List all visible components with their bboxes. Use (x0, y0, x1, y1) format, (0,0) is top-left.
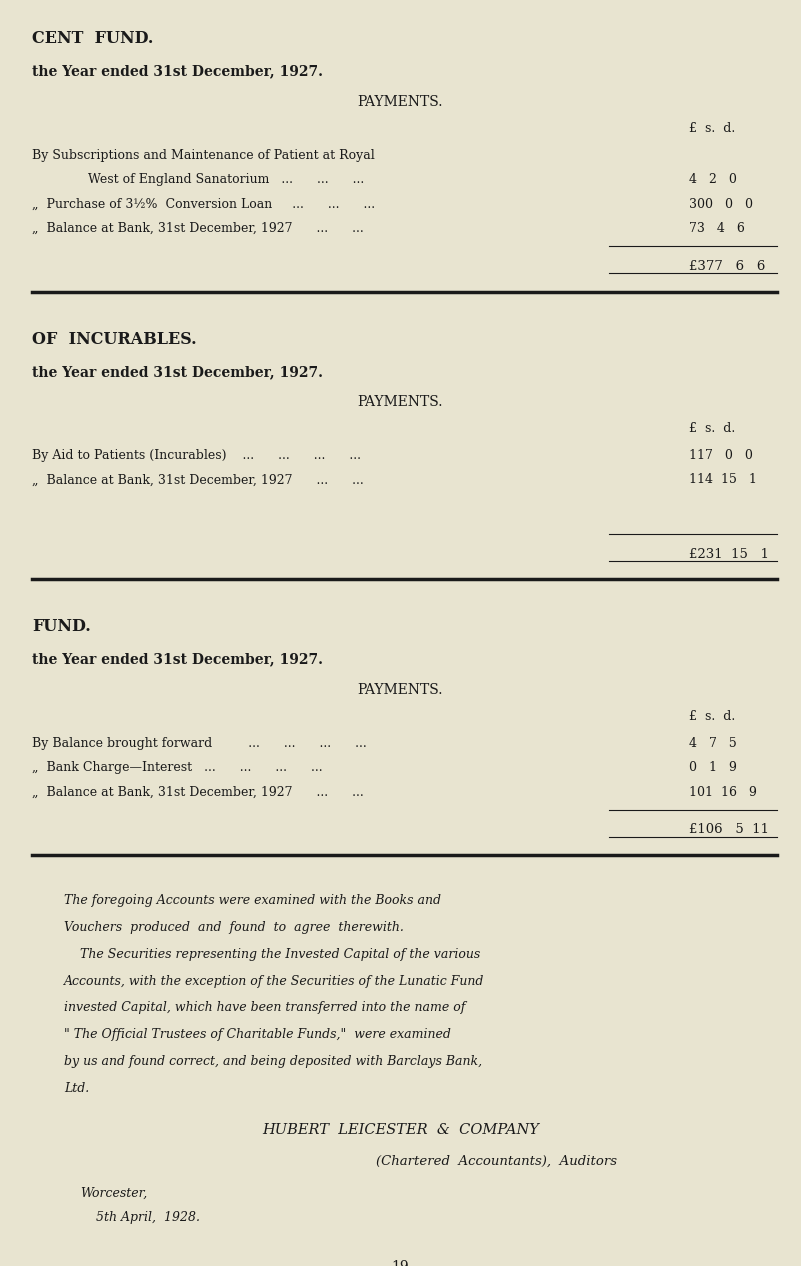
Text: 101  16   9: 101 16 9 (689, 786, 757, 799)
Text: £  s.  d.: £ s. d. (689, 422, 735, 436)
Text: 4   2   0: 4 2 0 (689, 173, 737, 186)
Text: CENT  FUND.: CENT FUND. (32, 30, 154, 48)
Text: 114  15   1: 114 15 1 (689, 473, 757, 486)
Text: the Year ended 31st December, 1927.: the Year ended 31st December, 1927. (32, 65, 323, 78)
Text: the Year ended 31st December, 1927.: the Year ended 31st December, 1927. (32, 365, 323, 379)
Text: By Balance brought forward         ...      ...      ...      ...: By Balance brought forward ... ... ... .… (32, 737, 367, 749)
Text: £  s.  d.: £ s. d. (689, 122, 735, 135)
Text: West of England Sanatorium   ...      ...      ...: West of England Sanatorium ... ... ... (88, 173, 364, 186)
Text: „  Purchase of 3½%  Conversion Loan     ...      ...      ...: „ Purchase of 3½% Conversion Loan ... ..… (32, 197, 375, 210)
Text: by us and found correct, and being deposited with Barclays Bank,: by us and found correct, and being depos… (64, 1055, 482, 1069)
Text: 5th April,  1928.: 5th April, 1928. (80, 1212, 200, 1224)
Text: „  Balance at Bank, 31st December, 1927      ...      ...: „ Balance at Bank, 31st December, 1927 .… (32, 473, 364, 486)
Text: The foregoing Accounts were examined with the Books and: The foregoing Accounts were examined wit… (64, 894, 441, 908)
Text: Ltd.: Ltd. (64, 1082, 90, 1095)
Text: 73   4   6: 73 4 6 (689, 222, 745, 235)
Text: 4   7   5: 4 7 5 (689, 737, 737, 749)
Text: „  Balance at Bank, 31st December, 1927      ...      ...: „ Balance at Bank, 31st December, 1927 .… (32, 222, 364, 235)
Text: £  s.  d.: £ s. d. (689, 710, 735, 723)
Text: 19: 19 (392, 1260, 409, 1266)
Text: By Aid to Patients (Incurables)    ...      ...      ...      ...: By Aid to Patients (Incurables) ... ... … (32, 449, 361, 462)
Text: 300   0   0: 300 0 0 (689, 197, 753, 210)
Text: Accounts, with the exception of the Securities of the Lunatic Fund: Accounts, with the exception of the Secu… (64, 975, 485, 987)
Text: HUBERT  LEICESTER  &  COMPANY: HUBERT LEICESTER & COMPANY (262, 1123, 539, 1137)
Text: Worcester,: Worcester, (80, 1188, 147, 1200)
Text: 0   1   9: 0 1 9 (689, 761, 737, 775)
Text: £106   5  11: £106 5 11 (689, 823, 769, 837)
Text: By Subscriptions and Maintenance of Patient at Royal: By Subscriptions and Maintenance of Pati… (32, 149, 375, 162)
Text: £377   6   6: £377 6 6 (689, 260, 765, 273)
Text: „  Bank Charge—Interest   ...      ...      ...      ...: „ Bank Charge—Interest ... ... ... ... (32, 761, 323, 775)
Text: FUND.: FUND. (32, 619, 91, 636)
Text: Vouchers  produced  and  found  to  agree  therewith.: Vouchers produced and found to agree the… (64, 920, 404, 934)
Text: invested Capital, which have been transferred into the name of: invested Capital, which have been transf… (64, 1001, 465, 1014)
Text: PAYMENTS.: PAYMENTS. (358, 95, 443, 109)
Text: PAYMENTS.: PAYMENTS. (358, 684, 443, 698)
Text: the Year ended 31st December, 1927.: the Year ended 31st December, 1927. (32, 652, 323, 667)
Text: 117   0   0: 117 0 0 (689, 449, 753, 462)
Text: " The Official Trustees of Charitable Funds,"  were examined: " The Official Trustees of Charitable Fu… (64, 1028, 451, 1042)
Text: PAYMENTS.: PAYMENTS. (358, 395, 443, 409)
Text: The Securities representing the Invested Capital of the various: The Securities representing the Invested… (64, 948, 481, 961)
Text: £231  15   1: £231 15 1 (689, 548, 769, 561)
Text: OF  INCURABLES.: OF INCURABLES. (32, 330, 197, 348)
Text: (Chartered  Accountants),  Auditors: (Chartered Accountants), Auditors (376, 1155, 617, 1169)
Text: „  Balance at Bank, 31st December, 1927      ...      ...: „ Balance at Bank, 31st December, 1927 .… (32, 786, 364, 799)
